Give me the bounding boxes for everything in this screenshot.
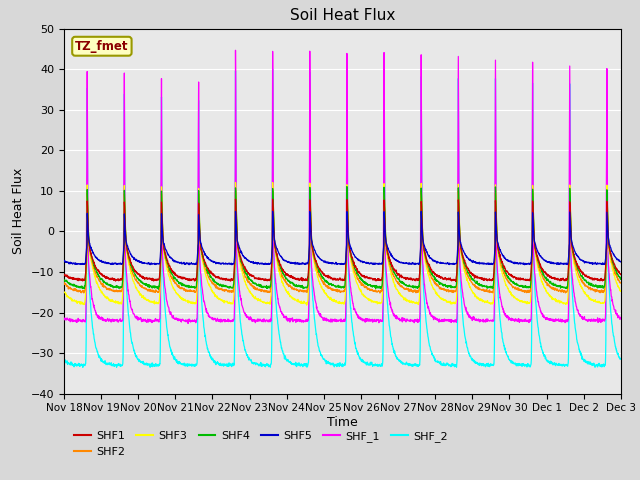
SHF4 xyxy=(154,286,162,292)
SHF_2 xyxy=(371,362,379,368)
SHF3 xyxy=(60,289,68,295)
SHF_1 xyxy=(359,318,367,324)
SHF1 xyxy=(359,272,367,278)
SHF5 xyxy=(505,258,513,264)
SHF1 xyxy=(269,196,276,202)
Y-axis label: Soil Heat Flux: Soil Heat Flux xyxy=(12,168,25,254)
Line: SHF5: SHF5 xyxy=(64,211,621,265)
SHF3 xyxy=(568,247,576,252)
SHF_2 xyxy=(584,360,591,365)
Line: SHF_2: SHF_2 xyxy=(64,69,621,367)
SHF_2 xyxy=(216,362,223,368)
SHF_2 xyxy=(568,286,576,292)
SHF_1 xyxy=(584,319,591,324)
SHF_2 xyxy=(505,356,513,362)
SHF3 xyxy=(232,180,239,185)
Line: SHF_1: SHF_1 xyxy=(64,50,621,324)
SHF2 xyxy=(306,188,314,194)
SHF4 xyxy=(60,276,68,282)
SHF2 xyxy=(359,282,367,288)
SHF3 xyxy=(584,294,591,300)
SHF_2 xyxy=(60,359,68,364)
SHF_1 xyxy=(617,316,625,322)
SHF_1 xyxy=(184,321,192,326)
SHF4 xyxy=(216,283,223,288)
SHF_1 xyxy=(371,317,379,323)
SHF3 xyxy=(216,296,223,302)
SHF_2 xyxy=(617,356,625,362)
Text: TZ_fmet: TZ_fmet xyxy=(75,40,129,53)
SHF1 xyxy=(584,275,591,280)
Line: SHF1: SHF1 xyxy=(64,199,621,282)
SHF4 xyxy=(505,275,513,280)
SHF_2 xyxy=(269,66,276,72)
SHF_2 xyxy=(359,357,367,363)
SHF5 xyxy=(269,208,276,214)
SHF4 xyxy=(584,280,591,286)
Line: SHF2: SHF2 xyxy=(64,191,621,293)
SHF2 xyxy=(376,290,384,296)
SHF1 xyxy=(505,272,513,277)
SHF3 xyxy=(505,288,513,293)
SHF2 xyxy=(505,278,513,284)
SHF_1 xyxy=(60,317,68,323)
SHF5 xyxy=(584,259,591,265)
SHF5 xyxy=(617,259,625,265)
SHF2 xyxy=(617,279,625,285)
SHF2 xyxy=(216,286,223,291)
SHF1 xyxy=(216,276,223,281)
SHF5 xyxy=(371,261,379,266)
SHF1 xyxy=(568,243,576,249)
SHF1 xyxy=(452,279,460,285)
SHF_1 xyxy=(505,317,513,323)
SHF5 xyxy=(568,240,576,245)
SHF5 xyxy=(359,260,367,265)
SHF4 xyxy=(371,285,379,290)
SHF3 xyxy=(617,288,625,294)
SHF_1 xyxy=(568,273,576,278)
SHF4 xyxy=(568,243,576,249)
SHF3 xyxy=(371,299,379,304)
SHF_1 xyxy=(232,48,239,53)
Line: SHF4: SHF4 xyxy=(64,187,621,289)
SHF_1 xyxy=(216,318,223,324)
SHF5 xyxy=(216,261,223,266)
Line: SHF3: SHF3 xyxy=(64,182,621,305)
SHF5 xyxy=(60,258,68,264)
SHF2 xyxy=(60,280,68,286)
SHF4 xyxy=(617,276,625,282)
Legend: SHF1, SHF2, SHF3, SHF4, SHF5, SHF_1, SHF_2: SHF1, SHF2, SHF3, SHF4, SHF5, SHF_1, SHF… xyxy=(70,427,452,461)
SHF5 xyxy=(228,262,236,268)
X-axis label: Time: Time xyxy=(327,416,358,429)
SHF2 xyxy=(371,288,379,294)
Title: Soil Heat Flux: Soil Heat Flux xyxy=(290,9,395,24)
SHF3 xyxy=(303,302,310,308)
SHF1 xyxy=(617,271,625,277)
SHF4 xyxy=(343,184,351,190)
SHF2 xyxy=(584,285,591,290)
SHF1 xyxy=(371,277,379,283)
SHF_2 xyxy=(79,364,86,370)
SHF2 xyxy=(568,244,576,250)
SHF1 xyxy=(60,272,68,277)
SHF3 xyxy=(359,291,367,297)
SHF4 xyxy=(359,278,367,284)
